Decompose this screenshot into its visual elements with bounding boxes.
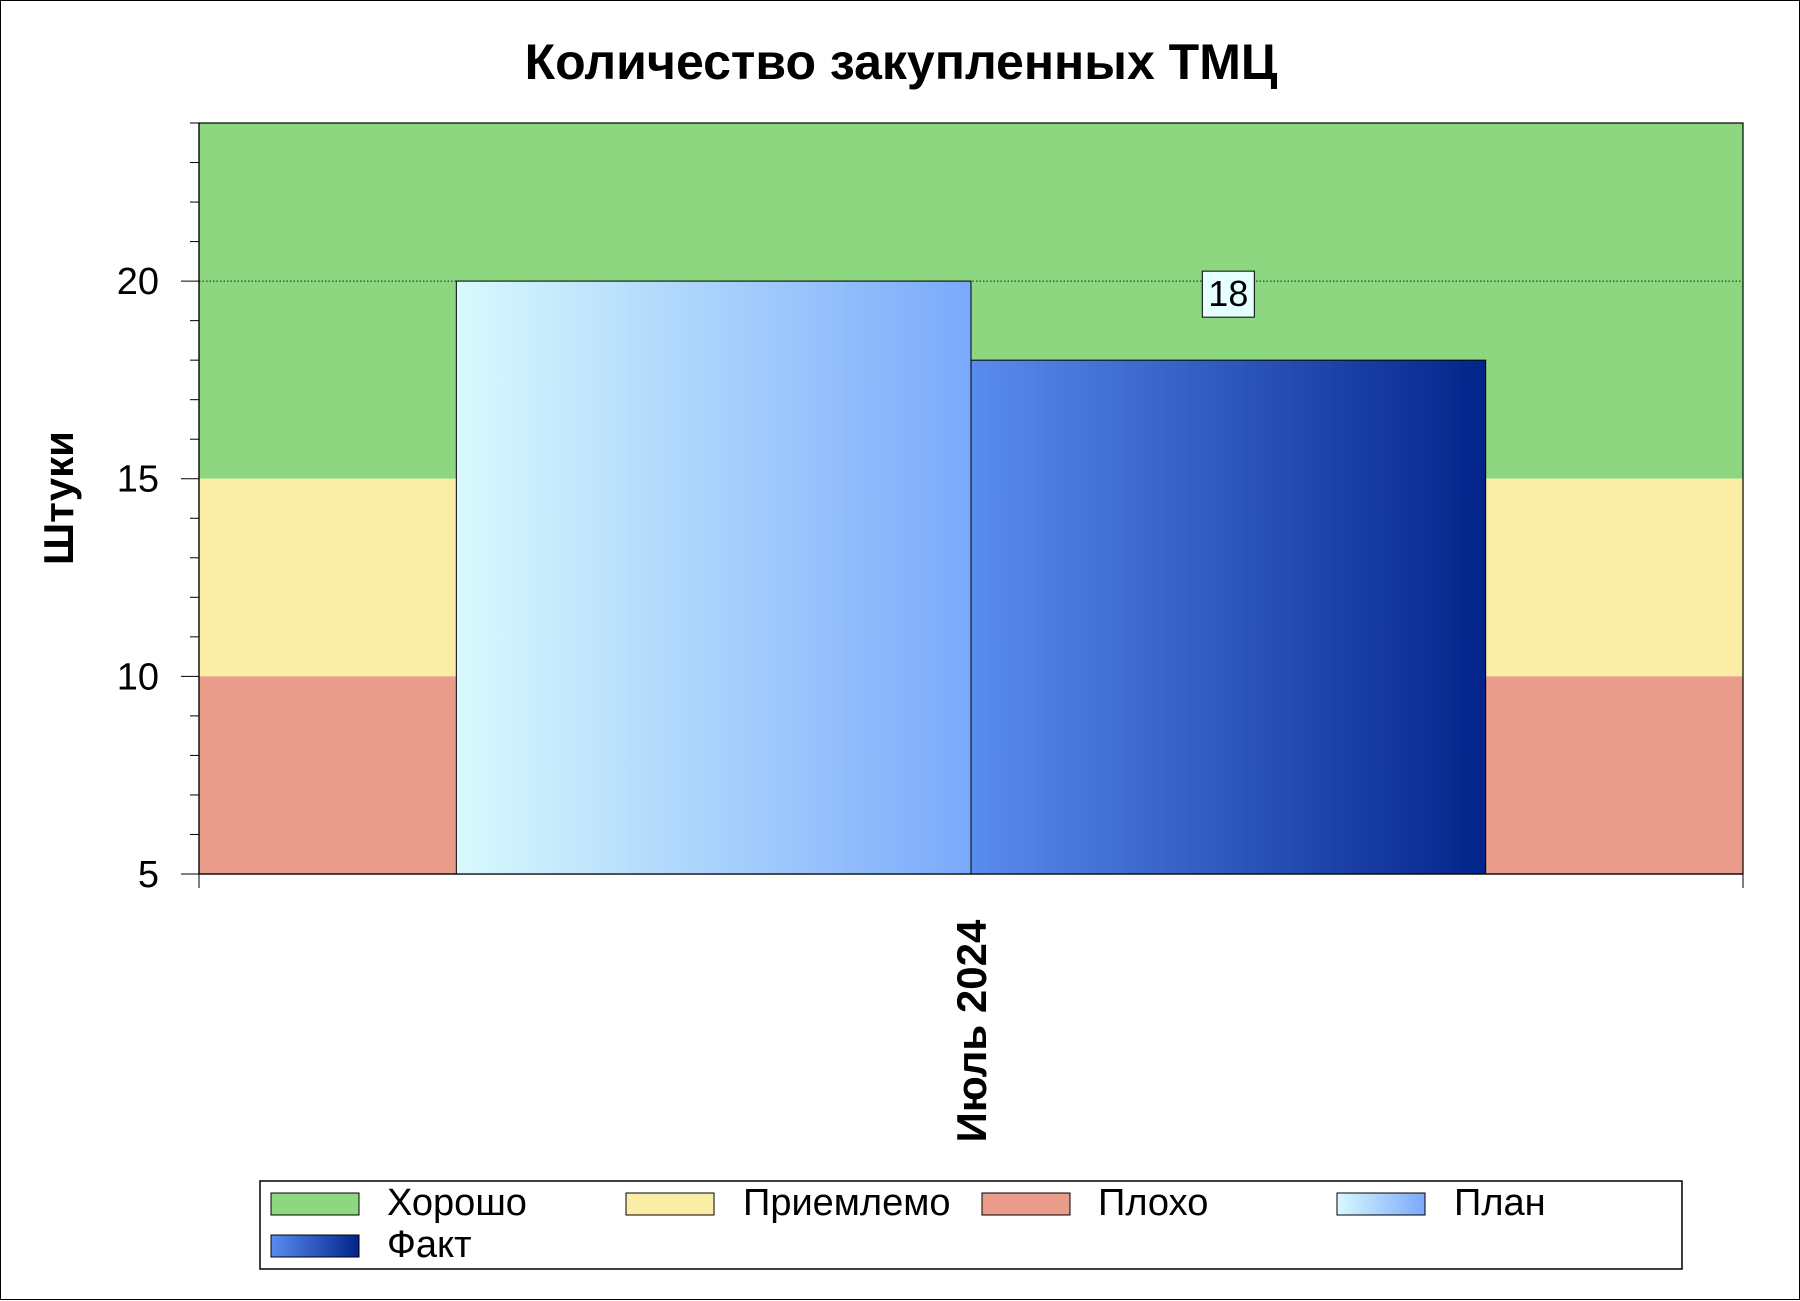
legend-label-bad: Плохо [1098, 1182, 1208, 1224]
legend-swatch-acceptable [625, 1192, 715, 1216]
bar-plan [455, 280, 972, 875]
y-axis-label: Штуки [35, 431, 82, 565]
legend-label-plan: План [1454, 1182, 1546, 1224]
y-tick-label: 10 [117, 656, 159, 698]
x-category-label: Июль 2024 [948, 919, 995, 1142]
axes-layer: 5 10 15 20 [117, 122, 1744, 896]
legend-swatch-plan [1336, 1192, 1426, 1216]
legend-label-good: Хорошо [387, 1182, 527, 1224]
y-tick-label: 15 [117, 459, 159, 501]
legend: Хорошо Приемлемо Плохо План Факт [259, 1180, 1683, 1270]
legend-swatch-bad [981, 1192, 1071, 1216]
y-tick-label: 20 [117, 261, 159, 303]
legend-label-fact: Факт [387, 1224, 471, 1266]
chart-title: Количество закупленных ТМЦ [525, 34, 1278, 90]
data-label-box [1201, 270, 1255, 318]
bars-layer [455, 280, 1487, 875]
legend-label-acceptable: Приемлемо [743, 1182, 951, 1224]
legend-box [259, 1180, 1683, 1270]
legend-swatch-good [270, 1192, 360, 1216]
data-labels-layer: 18 [1201, 270, 1255, 318]
legend-swatch-fact [270, 1234, 360, 1258]
data-label-fact: 18 [1208, 273, 1248, 314]
bar-fact [970, 359, 1487, 875]
y-tick-label: 5 [138, 854, 159, 896]
